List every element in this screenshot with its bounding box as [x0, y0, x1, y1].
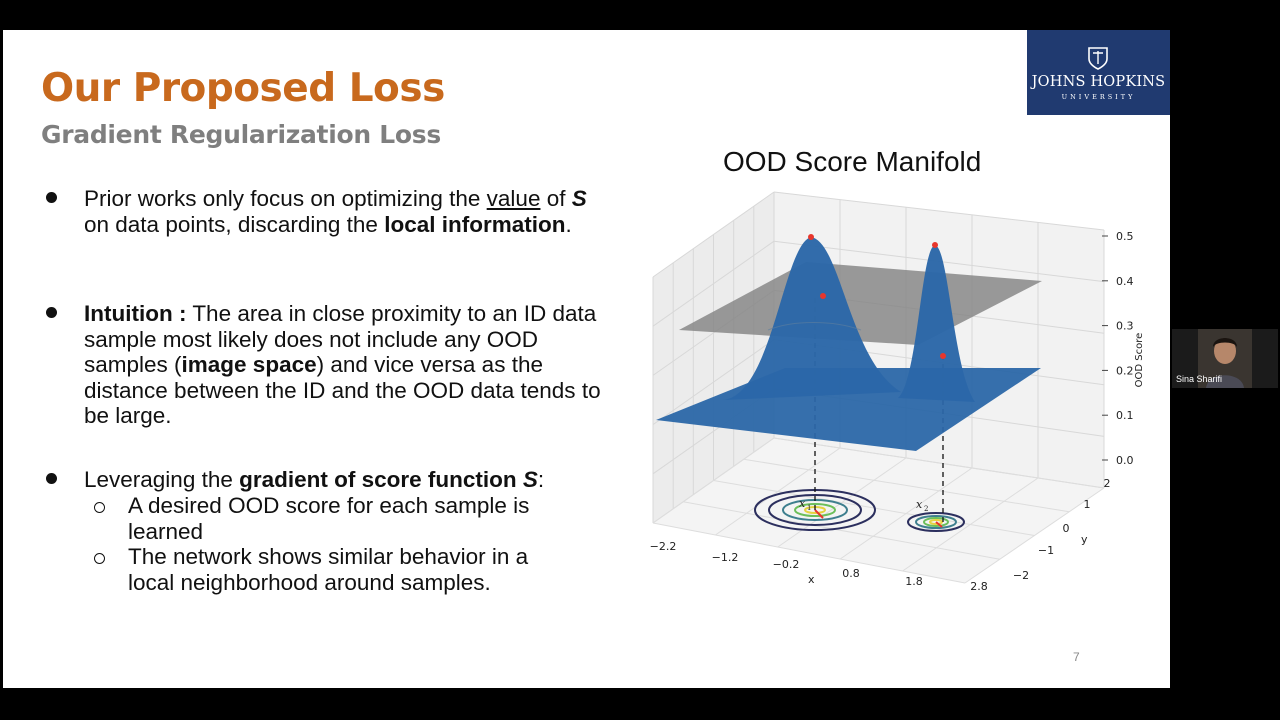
z-tick-label: 0.5 [1116, 230, 1134, 243]
z-tick-label: 0.4 [1116, 275, 1134, 288]
point-sub-x2: 2 [924, 505, 928, 513]
peak-x1 [723, 237, 901, 400]
x-tick-label: 0.8 [842, 567, 860, 580]
gradient-arrow [935, 521, 943, 528]
bullet-dot [46, 473, 57, 484]
logo-name: JOHNS HOPKINS [1031, 74, 1166, 90]
chart-upper [679, 234, 1042, 402]
grid-line [652, 191, 775, 278]
y-tick-label: −2 [1013, 569, 1029, 582]
bullet-dot [46, 307, 57, 318]
contour-x2 [915, 515, 957, 529]
point-label-x1: x [799, 497, 806, 510]
bullet-text: of [540, 186, 572, 211]
logo-university: UNIVERSITY [1061, 93, 1136, 101]
floor-grid [652, 522, 966, 584]
floor-grid [773, 437, 1105, 489]
bullet-text: Leveraging the [84, 467, 240, 492]
peak-x2 [898, 245, 975, 402]
gradient-arrow [814, 509, 824, 519]
y-tick-label: 2 [1104, 477, 1111, 490]
z-tick-label: 0.1 [1116, 409, 1134, 422]
sub-bullet-ring [94, 553, 105, 564]
bullet-emphasis: S [571, 186, 587, 211]
bullet-underlined: value [486, 186, 541, 211]
bullet-text: . [565, 211, 572, 237]
bullet-text: : [537, 467, 545, 492]
y-tick-label: −1 [1038, 544, 1054, 557]
point-label-x2: x [916, 498, 923, 511]
bullet-text: Prior works only focus on optimizing the [84, 186, 487, 211]
bullet-dot [46, 192, 57, 203]
x-tick-label: 1.8 [905, 575, 923, 588]
webcam-tile[interactable]: Sina Sharifi [1172, 329, 1278, 388]
x-axis-label: x [808, 573, 815, 586]
peak-marker [820, 293, 826, 299]
peak-marker [940, 353, 946, 359]
grid-line [773, 191, 1105, 231]
y-tick-label: 0 [1063, 522, 1070, 535]
grid-line [652, 339, 775, 426]
point-sub-x1: 1 [807, 504, 811, 512]
bullet-text: The area in close proximity to an ID dat… [84, 301, 597, 377]
contour-x1 [794, 503, 836, 517]
chart-title: OOD Score Manifold [723, 146, 982, 177]
sub-bullet-ring [94, 502, 105, 513]
slide-subtitle: Gradient Regularization Loss [41, 120, 441, 149]
contour-x2 [929, 519, 943, 525]
bullet-emphasis: S [522, 467, 538, 492]
z-tick-label: 0.3 [1116, 320, 1134, 333]
bullet-text: on data points, discarding the [84, 211, 385, 237]
webcam-video [1198, 329, 1252, 388]
contour-x2 [923, 517, 949, 527]
contour-x2 [907, 512, 965, 532]
peak-marker [932, 242, 938, 248]
y-tick-label: 1 [1084, 498, 1091, 511]
z-tick-label: 0.0 [1116, 454, 1134, 467]
bullet-bold: gradient of score function [239, 467, 523, 492]
bullet-bold: Intuition : [84, 301, 187, 326]
z-tick-label: 0.2 [1116, 364, 1134, 377]
peak-marker [808, 234, 814, 240]
contour-x1 [768, 494, 862, 526]
jhu-logo: JOHNS HOPKINS UNIVERSITY [1027, 30, 1170, 115]
person-avatar-icon [1206, 338, 1244, 388]
floor-grid [683, 501, 1000, 560]
sub-bullet-text: The network shows similar behavior in a … [128, 544, 529, 595]
floor-grid [743, 458, 1070, 513]
plane-intersection [767, 322, 862, 331]
slide: Our Proposed Loss Gradient Regularizatio… [3, 30, 1170, 688]
chart-axes: 0.0 0.1 0.2 0.3 0.4 0.5 OOD Score −2.2 −1.2 −0.2 0… [650, 230, 1145, 593]
bullet-text: ) and vice versa as the distance between… [84, 352, 601, 428]
x-tick-label: −0.2 [773, 558, 800, 571]
page-number: 7 [1073, 650, 1080, 664]
bullet-bold: local information [384, 211, 566, 237]
x-tick-label: 2.8 [970, 580, 988, 593]
z-axis-label: OOD Score [1134, 333, 1145, 388]
y-axis-label: y [1081, 533, 1088, 546]
floor [653, 438, 1104, 583]
chart-grid [652, 191, 1105, 583]
participant-name: Sina Sharifi [1176, 374, 1223, 384]
sub-bullet-text: A desired OOD score for each sample is l… [128, 493, 530, 544]
x-tick-label: −2.2 [650, 540, 677, 553]
grid-line [652, 240, 775, 327]
slide-title: Our Proposed Loss [41, 66, 445, 111]
shield-icon [1088, 47, 1108, 70]
x-tick-label: −1.2 [712, 551, 739, 564]
bullet-bold: image space [181, 352, 317, 377]
